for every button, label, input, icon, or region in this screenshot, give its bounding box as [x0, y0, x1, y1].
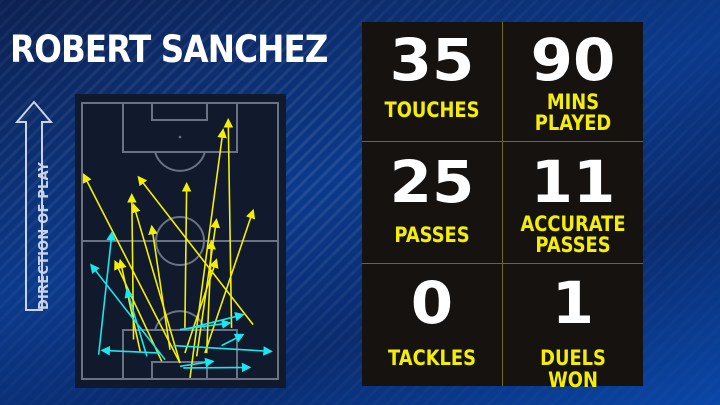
pitch-svg [81, 102, 279, 380]
stat-value: 25 [389, 148, 475, 216]
stat-label: DUELS WON [540, 346, 606, 392]
yellow-pass-arrow [184, 258, 219, 354]
stat-duels-won: 1 DUELS WON [503, 265, 643, 391]
top-penalty-box [122, 102, 238, 153]
passes-layer [82, 117, 273, 379]
stat-value: 35 [389, 26, 475, 94]
stat-value: 0 [410, 269, 454, 337]
direction-of-play-label: DIRECTION OF PLAY [37, 161, 52, 310]
stat-tackles: 0 TACKLES [362, 265, 502, 386]
stat-label: MINS [546, 90, 600, 114]
stat-value: 11 [530, 148, 616, 216]
yellow-pass-arrow [137, 175, 254, 326]
cyan-pass-arrow [173, 344, 273, 356]
stat-value: 90 [530, 26, 616, 94]
cyan-pass-arrow [183, 362, 252, 373]
player-name-title: ROBERT SANCHEZ [10, 28, 328, 71]
cyan-pass-arrow [90, 263, 166, 361]
stat-passes: 25 PASSES [362, 144, 502, 265]
yellow-pass-arrow [148, 224, 171, 350]
bottom-penalty-box [122, 329, 238, 380]
yellow-pass-arrow [223, 117, 234, 328]
stat-mins-played: 90 MINS PLAYED [503, 22, 643, 143]
yellow-pass-arrow [131, 203, 181, 364]
cyan-pass-arrow [124, 288, 148, 357]
stat-accurate-passes: 11 ACCURATE PASSES [503, 144, 643, 265]
bottom-six-yard-box [151, 361, 208, 380]
top-penalty-arc [154, 151, 206, 172]
cyan-pass-arrow [183, 311, 245, 331]
top-six-yard-box [151, 102, 208, 121]
row-divider [362, 141, 643, 142]
penalty-spot [178, 135, 182, 139]
stat-label: TOUCHES [384, 98, 480, 122]
yellow-pass-arrow [181, 181, 192, 328]
column-divider [502, 22, 503, 386]
row-divider [362, 263, 643, 264]
yellow-pass-arrow [127, 193, 137, 340]
stat-label: TACKLES [388, 346, 476, 370]
stat-label: PASSES [535, 233, 611, 257]
stat-label: PASSES [394, 223, 470, 247]
stat-touches: 35 TOUCHES [362, 22, 502, 143]
direction-arrow-icon [14, 100, 54, 311]
cyan-pass-arrow [179, 357, 215, 368]
centre-circle [155, 216, 205, 266]
yellow-pass-arrow [204, 208, 256, 354]
yellow-pass-arrow [189, 128, 227, 379]
pass-map [75, 94, 286, 388]
stat-label: PLAYED [534, 111, 612, 135]
cyan-pass-arrow [97, 230, 116, 355]
yellow-pass-arrow [117, 258, 141, 352]
stats-panel: 35 TOUCHES 90 MINS PLAYED 25 PASSES 11 A… [362, 22, 643, 391]
cyan-pass-arrow [221, 333, 245, 347]
yellow-pass-arrow [82, 173, 181, 364]
cyan-pass-arrow [100, 345, 161, 356]
stat-label: ACCURATE [520, 212, 626, 236]
stat-value: 1 [551, 269, 595, 337]
